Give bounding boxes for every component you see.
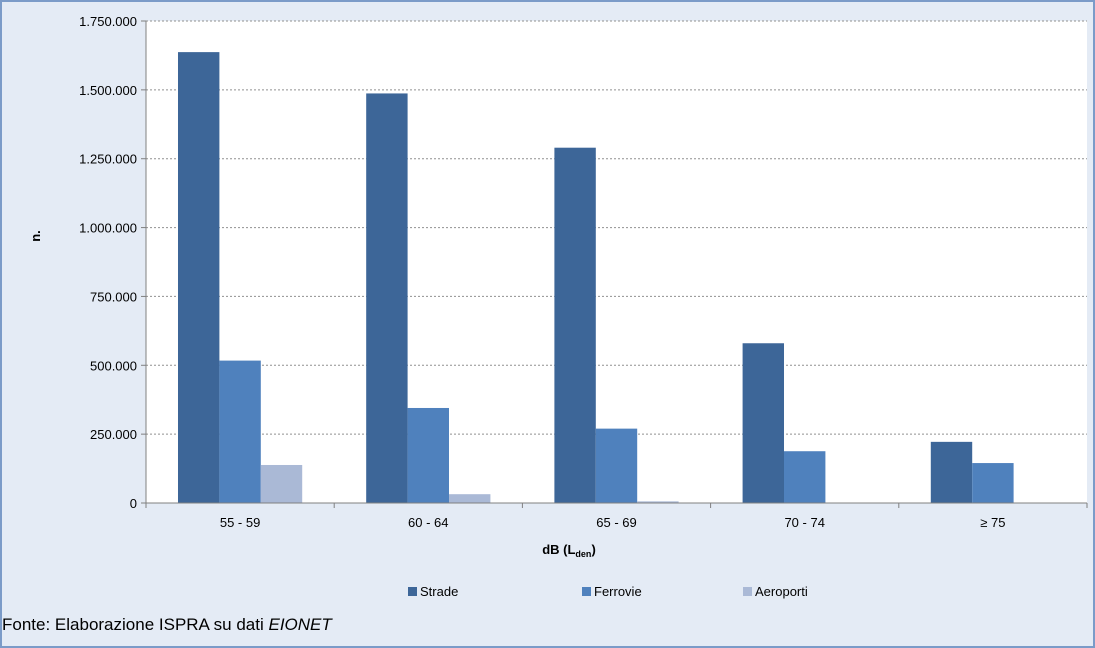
- bar-strade: [930, 441, 973, 503]
- y-tick-label: 1.500.000: [79, 83, 137, 98]
- legend-swatch: [582, 587, 591, 596]
- y-tick-label: 1.250.000: [79, 152, 137, 167]
- x-tick-label: ≥ 75: [980, 515, 1005, 530]
- plot-area: [146, 21, 1087, 503]
- gridlines: [146, 20, 1087, 435]
- bar-strade: [554, 147, 596, 503]
- bar-strade: [366, 93, 408, 503]
- legend-label: Ferrovie: [594, 584, 642, 599]
- bar-ferrovie: [219, 360, 261, 503]
- legend: Strade Ferrovie Aeroporti: [408, 584, 808, 599]
- x-tick-label: 70 - 74: [784, 515, 824, 530]
- bars: [177, 52, 1014, 504]
- axes: [145, 21, 1087, 504]
- x-axis-title: dB (Lden): [542, 542, 596, 559]
- legend-swatch: [408, 587, 417, 596]
- y-tick-label: 500.000: [90, 358, 137, 373]
- legend-swatch: [743, 587, 752, 596]
- x-tick-label: 65 - 69: [596, 515, 636, 530]
- y-tick-label: 0: [130, 496, 137, 511]
- bar-strade: [742, 343, 784, 503]
- bar-ferrovie: [783, 451, 826, 503]
- bar-ferrovie: [407, 407, 450, 503]
- source-prefix: Fonte: Elaborazione ISPRA su dati: [2, 615, 269, 634]
- y-tick-label: 750.000: [90, 289, 137, 304]
- bar-aeroporti: [637, 501, 679, 503]
- legend-label: Strade: [420, 584, 458, 599]
- y-ticks: 0 250.000 500.000 750.000 1.000.000 1.250.000…: [79, 14, 146, 511]
- bar-strade: [177, 52, 220, 504]
- x-tick-label: 60 - 64: [408, 515, 448, 530]
- legend-label: Aeroporti: [755, 584, 808, 599]
- y-tick-label: 1.000.000: [79, 221, 137, 236]
- source-note: Fonte: Elaborazione ISPRA su dati EIONET: [2, 615, 332, 635]
- bar-aeroporti: [260, 464, 303, 503]
- bar-ferrovie: [595, 428, 638, 503]
- y-tick-label: 250.000: [90, 427, 137, 442]
- y-axis-title: n.: [28, 230, 43, 242]
- bar-ferrovie: [972, 463, 1014, 503]
- bar-aeroporti: [449, 494, 491, 503]
- y-tick-label: 1.750.000: [79, 14, 137, 29]
- source-emph: EIONET: [268, 615, 332, 634]
- x-tick-label: 55 - 59: [220, 515, 260, 530]
- x-ticks: 55 - 59 60 - 64 65 - 69 70 - 74 ≥ 75: [145, 503, 1088, 530]
